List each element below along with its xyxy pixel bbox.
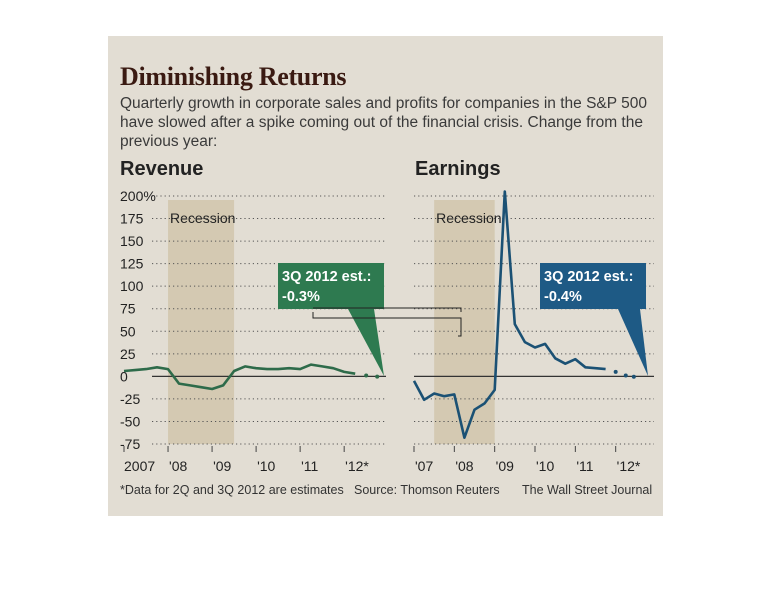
y-tick-label: -75 — [120, 436, 140, 452]
y-tick-label: 175 — [120, 211, 144, 227]
revenue-callout-line1: 3Q 2012 est.: — [282, 269, 371, 285]
earnings-x-tick-label: '10 — [536, 458, 554, 474]
earnings-x-tick-label: '07 — [415, 458, 433, 474]
revenue-recession-label: Recession — [170, 210, 235, 226]
earnings-x-tick-label: '08 — [455, 458, 473, 474]
y-tick-label: 50 — [120, 323, 136, 339]
y-tick-label: -50 — [120, 413, 140, 429]
earnings-recession-label: Recession — [436, 210, 501, 226]
earnings-x-tick-label: '12* — [617, 458, 641, 474]
earnings-callout-pointer — [618, 309, 648, 376]
earnings-recession-band — [434, 200, 495, 444]
revenue-series-line — [123, 363, 356, 391]
revenue-callout-box — [278, 263, 384, 309]
earnings-x-tick-label: '09 — [496, 458, 514, 474]
source-note: Source: Thomson Reuters — [354, 483, 500, 497]
revenue-x-tick-label: '11 — [301, 458, 318, 474]
chart-title: Diminishing Returns — [120, 62, 347, 91]
earnings-estimate-point — [613, 369, 618, 374]
publisher-credit: The Wall Street Journal — [522, 483, 653, 497]
earnings-series-line — [412, 190, 606, 440]
revenue-x-tick-label: '12* — [345, 458, 369, 474]
y-tick-label: 200% — [120, 188, 156, 204]
revenue-recession-band — [168, 200, 235, 444]
connector-bracket — [312, 312, 462, 337]
revenue-x-tick-label: 2007 — [124, 458, 155, 474]
line-charts: Recession 2007 '08 '09 '10 '11 '12* 3Q 2012 est… — [120, 188, 654, 474]
revenue-x-tick-label: '08 — [169, 458, 187, 474]
earnings-chart-title: Earnings — [415, 158, 501, 180]
y-tick-label: 100 — [120, 278, 144, 294]
earnings-callout-line2: -0.4% — [544, 289, 582, 305]
chart-panel: Diminishing Returns Quarterly growth in … — [108, 36, 663, 516]
y-tick-label: 25 — [120, 346, 136, 362]
earnings-callout-line1: 3Q 2012 est.: — [544, 269, 633, 285]
earnings-callout-box — [540, 263, 646, 309]
y-tick-label: -25 — [120, 391, 140, 407]
chart-subtitle: Quarterly growth in corporate sales and … — [120, 95, 647, 150]
y-tick-label: 75 — [120, 301, 136, 317]
revenue-chart-title: Revenue — [120, 158, 204, 180]
revenue-x-tick-label: '09 — [213, 458, 231, 474]
earnings-estimate-point — [631, 374, 636, 379]
revenue-estimate-point — [375, 374, 380, 379]
y-tick-label: 0 — [120, 368, 128, 384]
revenue-callout-pointer — [348, 309, 384, 376]
earnings-estimate-point — [623, 373, 628, 378]
revenue-x-tick-label: '10 — [257, 458, 275, 474]
revenue-estimate-point — [364, 373, 369, 378]
footnote: *Data for 2Q and 3Q 2012 are estimates — [120, 483, 344, 497]
revenue-callout-line2: -0.3% — [282, 289, 320, 305]
earnings-x-tick-label: '11 — [576, 458, 593, 474]
y-tick-label: 150 — [120, 233, 144, 249]
connector-bracket — [313, 307, 462, 312]
y-tick-label: 125 — [120, 256, 144, 272]
